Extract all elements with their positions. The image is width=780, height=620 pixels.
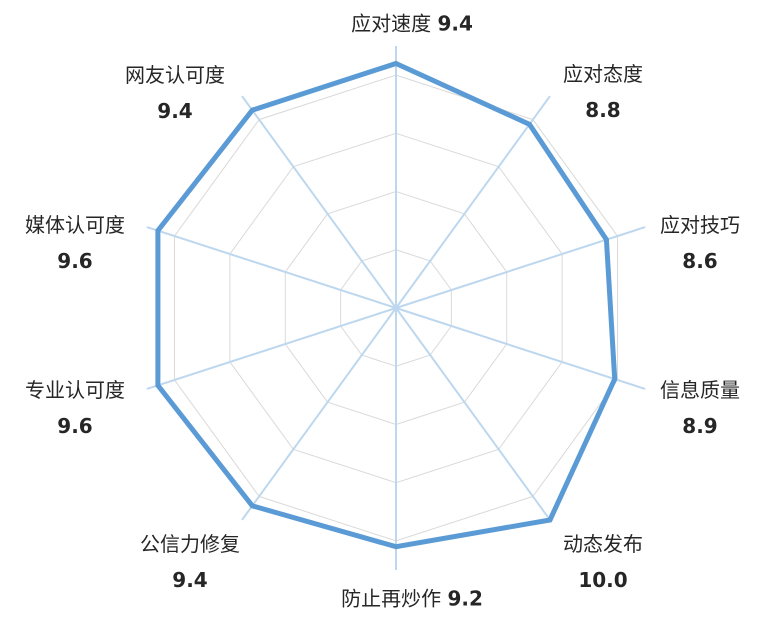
data-label: 10.0	[578, 568, 628, 592]
data-label: 9.6	[57, 249, 93, 273]
axis-line	[241, 95, 397, 309]
data-label: 9.4	[157, 99, 193, 123]
category-label: 动态发布	[563, 532, 643, 556]
data-label: 9.4	[437, 11, 473, 36]
category-label: 专业认可度	[25, 378, 125, 402]
category-label: 应对技巧	[660, 213, 740, 237]
axis-label: 媒体认可度 9.6	[25, 207, 125, 279]
axis-line	[146, 226, 397, 309]
axis-label: 动态发布 10.0	[563, 526, 643, 598]
data-label: 9.6	[57, 414, 93, 438]
axis-label: 防止再炒作 9.2	[341, 583, 483, 612]
axis-line	[146, 307, 397, 390]
axis-label: 信息质量 8.9	[660, 372, 740, 444]
axis-line	[395, 226, 646, 309]
axis-label: 公信力修复 9.4	[140, 526, 240, 598]
category-label: 信息质量	[660, 378, 740, 402]
data-label: 8.8	[585, 98, 621, 122]
axis-label: 专业认可度 9.6	[25, 372, 125, 444]
category-label: 媒体认可度	[25, 213, 125, 237]
category-label: 公信力修复	[140, 532, 240, 556]
axis-label: 网友认可度 9.4	[125, 57, 225, 129]
axis-line	[395, 307, 646, 390]
axis-line	[395, 307, 551, 521]
axis-label: 应对速度 9.4	[351, 8, 473, 37]
axis-line	[395, 95, 551, 309]
data-label: 9.2	[447, 586, 483, 611]
axis-label: 应对技巧 8.6	[660, 207, 740, 279]
axis-label: 应对态度 8.8	[563, 56, 643, 128]
data-label: 9.4	[172, 568, 208, 592]
axis-line	[241, 307, 397, 521]
category-label: 应对速度	[351, 11, 432, 36]
data-label: 8.6	[682, 249, 718, 273]
data-label: 8.9	[682, 414, 718, 438]
category-label: 网友认可度	[125, 63, 225, 87]
category-label: 应对态度	[563, 62, 643, 86]
category-label: 防止再炒作	[341, 586, 442, 611]
